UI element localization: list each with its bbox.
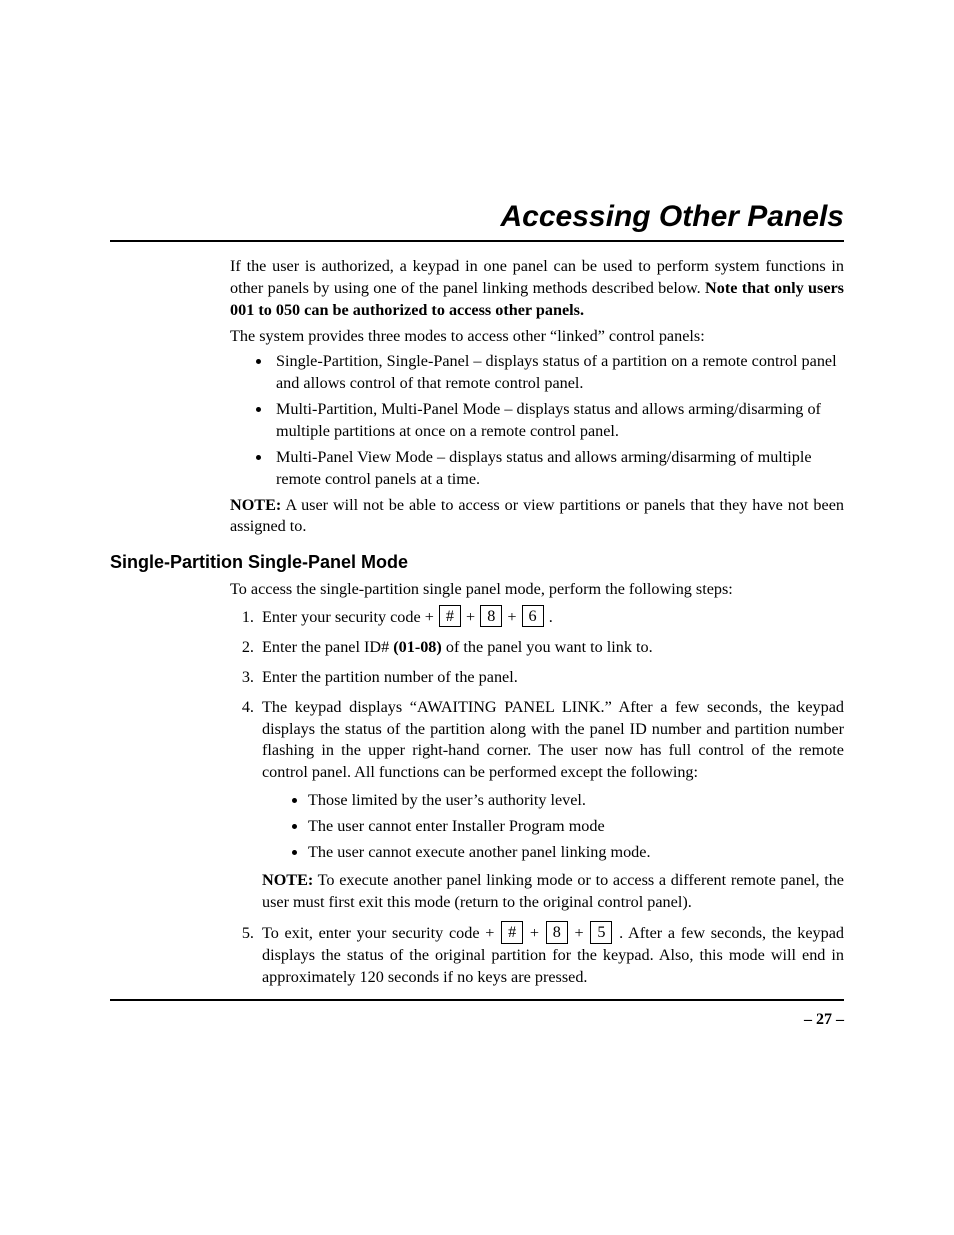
step1-pre: Enter your security code + [262,608,438,626]
intro-note: NOTE: A user will not be able to access … [230,495,844,539]
intro-block: If the user is authorized, a keypad in o… [230,256,844,538]
section-body: To access the single-partition single pa… [230,579,844,989]
step5-pre: To exit, enter your security code + [262,924,500,942]
step5-post: . After a few seconds, [613,924,771,942]
intro-paragraph-1: If the user is authorized, a keypad in o… [230,256,844,322]
page-title: Accessing Other Panels [110,200,844,234]
intro-paragraph-2: The system provides three modes to acces… [230,326,844,348]
step-4: The keypad displays “AWAITING PANEL LINK… [258,697,844,914]
step5-mid1: + [524,924,545,942]
step1-mid1: + [462,608,479,626]
step-2: Enter the panel ID# (01-08) of the panel… [258,637,844,659]
note-label: NOTE: [262,871,313,889]
step-1: Enter your security code + # + 8 + 6 . [258,605,844,629]
intro-bullets: Single-Partition, Single-Panel – display… [230,351,844,490]
title-rule [110,240,844,242]
step4-sub: The user cannot execute another panel li… [308,842,844,864]
note-text: To execute another panel linking mode or… [262,871,844,911]
keycap-5: 5 [590,921,612,943]
steps-list: Enter your security code + # + 8 + 6 . E… [230,605,844,989]
step5-mid2: + [569,924,590,942]
keycap-8: 8 [546,921,568,943]
page-number: – 27 – [110,1011,844,1029]
step1-post: . [545,608,553,626]
keycap-hash: # [501,921,523,943]
step4-sub: Those limited by the user’s authority le… [308,790,844,812]
step4-note: NOTE: To execute another panel linking m… [262,870,844,914]
keycap-hash: # [439,605,461,627]
step-5: To exit, enter your security code + # + … [258,921,844,989]
step4-sublist: Those limited by the user’s authority le… [262,790,844,864]
intro-bullet: Multi-Panel View Mode – displays status … [272,447,844,491]
section-lead: To access the single-partition single pa… [230,579,844,601]
step2-a: Enter the panel ID# [262,638,393,656]
note-text: A user will not be able to access or vie… [230,496,844,536]
page: Accessing Other Panels If the user is au… [0,0,954,1235]
keycap-8: 8 [480,605,502,627]
step1-mid2: + [503,608,520,626]
step-3: Enter the partition number of the panel. [258,667,844,689]
bottom-rule [110,999,844,1001]
intro-bullet: Multi-Partition, Multi-Panel Mode – disp… [272,399,844,443]
section-heading: Single-Partition Single-Panel Mode [110,552,844,573]
keycap-6: 6 [522,605,544,627]
step2-bold: (01-08) [393,638,442,656]
step4-para: The keypad displays “AWAITING PANEL LINK… [262,698,844,782]
step4-sub: The user cannot enter Installer Program … [308,816,844,838]
step2-c: of the panel you want to link to. [442,638,653,656]
intro-bullet: Single-Partition, Single-Panel – display… [272,351,844,395]
note-label: NOTE: [230,496,281,514]
